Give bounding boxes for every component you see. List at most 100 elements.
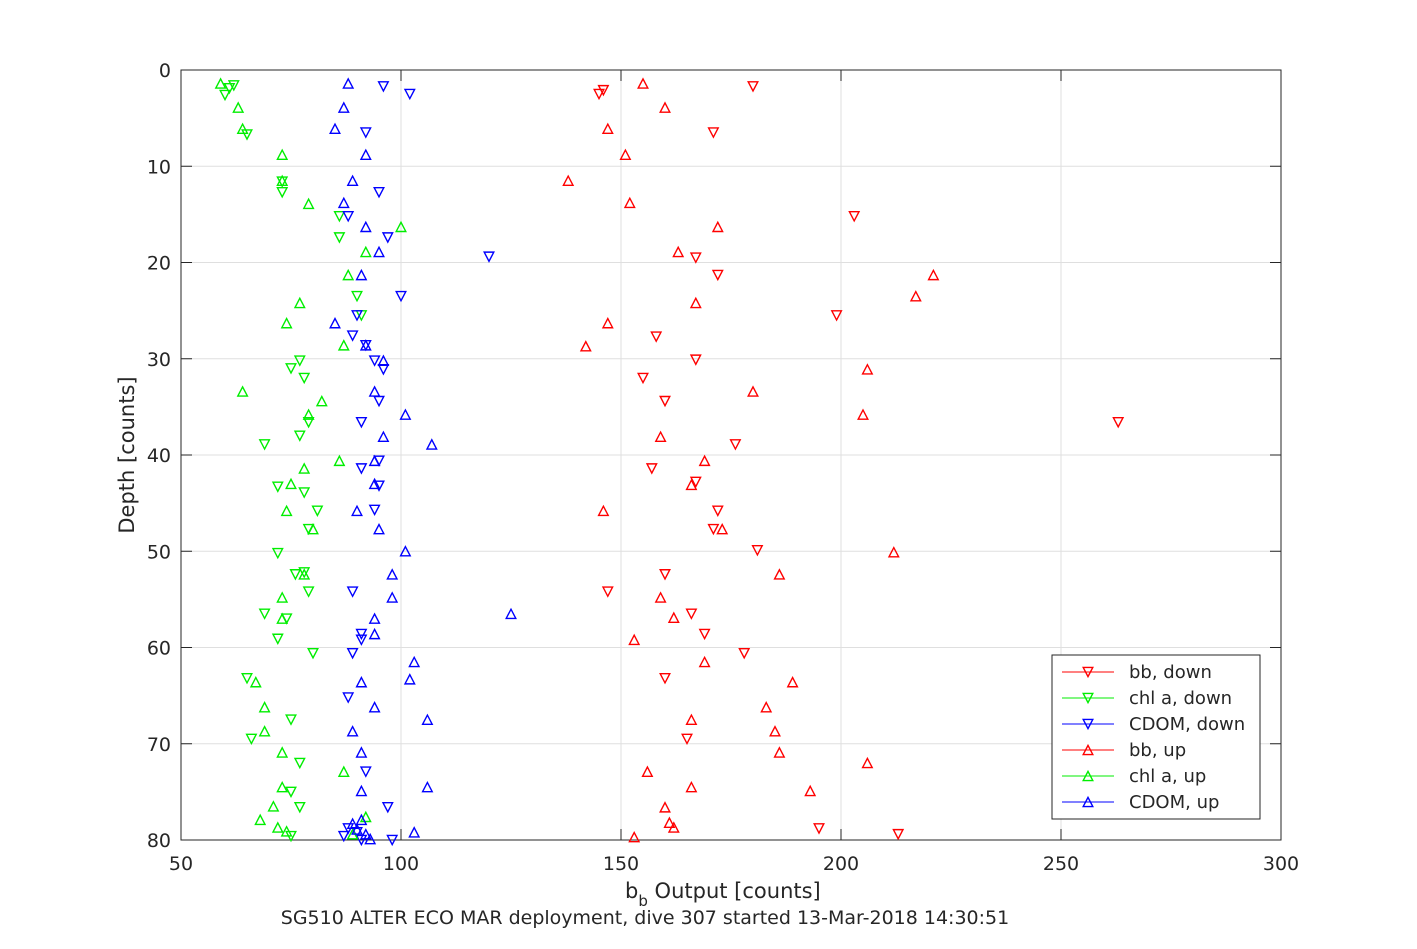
legend-box — [1051, 654, 1261, 820]
data-point — [241, 129, 253, 141]
data-point — [337, 765, 350, 777]
x-axis-label: bb Output [counts] — [625, 879, 821, 910]
data-point — [760, 701, 773, 713]
data-point — [359, 148, 372, 160]
data-point — [298, 567, 311, 579]
x-axis-label-rest: Output [counts] — [648, 879, 821, 903]
data-point — [637, 77, 649, 89]
data-point — [276, 591, 289, 603]
data-point — [333, 454, 346, 467]
x-tick-label: 250 — [1043, 853, 1079, 875]
data-point — [403, 673, 416, 685]
series-bb-up — [562, 77, 940, 843]
data-point — [813, 823, 825, 835]
data-point — [659, 101, 671, 113]
data-point — [359, 127, 372, 139]
data-point — [280, 825, 293, 837]
legend-marker — [1082, 795, 1094, 808]
data-point — [403, 88, 416, 101]
legend: bb, down chl a, down CDOM, down bb, up chl a… — [1051, 654, 1261, 820]
data-point — [355, 746, 368, 758]
data-point — [271, 481, 284, 493]
y-tick-label: 70 — [147, 734, 171, 756]
data-point — [887, 546, 900, 558]
data-point — [293, 296, 306, 309]
data-point — [364, 832, 377, 845]
y-tick-label: 30 — [147, 349, 171, 371]
data-point — [377, 430, 390, 443]
x-tick-label: 100 — [383, 853, 419, 875]
data-point — [298, 462, 311, 474]
data-point — [342, 268, 355, 281]
legend-label: chl a, up — [1129, 766, 1206, 787]
y-tick-label: 20 — [147, 253, 171, 275]
data-point — [276, 174, 289, 186]
data-point — [258, 701, 271, 713]
data-point — [333, 211, 346, 223]
data-point — [729, 439, 742, 451]
data-point — [333, 232, 346, 244]
data-point — [355, 463, 368, 475]
data-point — [258, 608, 271, 620]
data-point — [597, 504, 610, 517]
data-point — [359, 828, 372, 840]
caption: SG510 ALTER ECO MAR deployment, dive 307… — [281, 907, 1009, 929]
legend-label: chl a, down — [1129, 688, 1232, 709]
data-point — [408, 655, 421, 668]
data-point — [219, 89, 231, 102]
data-point — [650, 331, 663, 343]
data-point — [698, 655, 711, 668]
x-axis-ticks: 50 100 150 200 250 300 — [169, 70, 1299, 875]
data-point — [302, 408, 315, 420]
data-point — [285, 363, 297, 375]
y-tick-label: 10 — [147, 156, 171, 178]
data-point — [359, 339, 372, 351]
data-point — [276, 780, 289, 793]
legend-label: bb, up — [1129, 740, 1186, 761]
data-point — [276, 148, 289, 160]
data-point — [368, 355, 381, 367]
data-point — [381, 232, 394, 244]
data-point — [698, 628, 711, 641]
data-point — [302, 416, 315, 429]
y-tick-label: 40 — [147, 445, 171, 467]
data-point — [747, 385, 759, 397]
data-point — [359, 245, 372, 258]
data-point — [597, 84, 610, 97]
data-point — [342, 692, 355, 704]
data-point — [355, 813, 368, 826]
y-tick-label: 80 — [147, 830, 171, 852]
y-tick-label: 0 — [159, 60, 171, 82]
legend-marker — [1082, 769, 1094, 782]
data-point — [258, 439, 271, 451]
data-point — [659, 801, 671, 813]
data-point — [337, 101, 350, 113]
data-point — [359, 766, 372, 778]
data-point — [311, 505, 324, 517]
data-point — [355, 784, 368, 797]
data-point — [280, 504, 293, 517]
data-point — [689, 354, 702, 366]
data-point — [659, 395, 671, 408]
data-point — [351, 290, 363, 303]
data-point — [861, 756, 874, 769]
legend-marker — [1082, 692, 1094, 705]
data-point — [769, 725, 781, 737]
y-axis-label: Depth [counts] — [115, 376, 139, 533]
y-tick-label: 60 — [147, 638, 171, 660]
data-point — [786, 676, 799, 688]
data-point — [276, 612, 289, 624]
data-point — [830, 310, 843, 322]
series-chl-a-down — [219, 80, 368, 843]
legend-marker — [1082, 666, 1094, 679]
y-axis-ticks: 0 10 20 30 40 50 60 70 80 — [147, 60, 1281, 852]
x-tick-label: 50 — [169, 853, 193, 875]
data-point — [861, 363, 874, 375]
series-cdom-up — [329, 77, 517, 845]
data-point — [302, 586, 315, 598]
data-point — [342, 77, 355, 89]
data-point — [276, 186, 289, 199]
data-point — [681, 733, 693, 746]
